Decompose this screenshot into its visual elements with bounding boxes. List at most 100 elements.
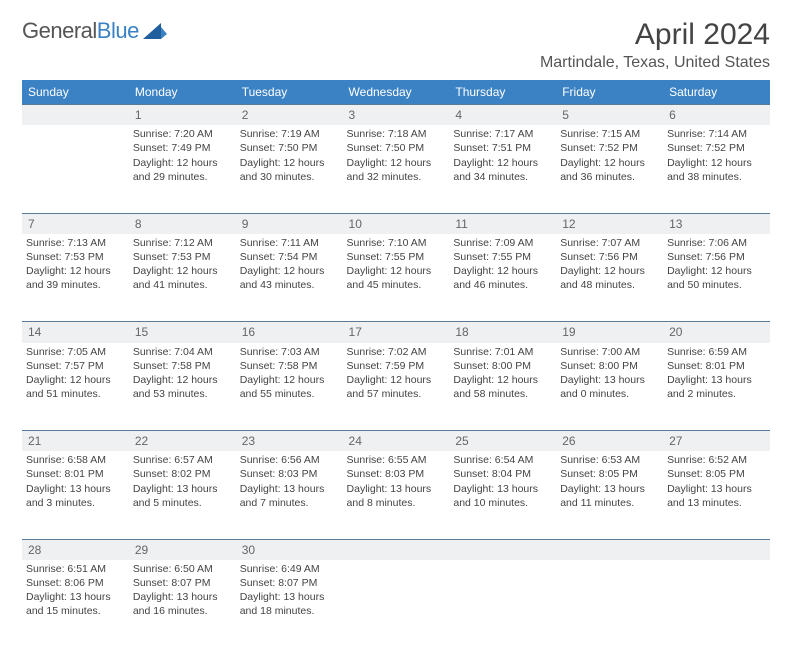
daylight-line: Daylight: 13 hours and 18 minutes. [240,590,339,618]
daylight-line: Daylight: 13 hours and 2 minutes. [667,373,766,401]
daylight-line: Daylight: 12 hours and 30 minutes. [240,156,339,184]
day-cell: Sunrise: 7:03 AMSunset: 7:58 PMDaylight:… [236,343,343,431]
sunrise-line: Sunrise: 6:51 AM [26,562,125,576]
day-number: 3 [343,105,450,126]
day-number: 4 [449,105,556,126]
location: Martindale, Texas, United States [540,54,770,72]
day-number: 20 [663,322,770,343]
day-cell: Sunrise: 7:20 AMSunset: 7:49 PMDaylight:… [129,125,236,213]
sunrise-line: Sunrise: 7:13 AM [26,236,125,250]
day-number: 24 [343,431,450,452]
sunrise-line: Sunrise: 7:00 AM [560,345,659,359]
calendar-head: SundayMondayTuesdayWednesdayThursdayFrid… [22,80,770,105]
sunset-line: Sunset: 7:53 PM [26,250,125,264]
daylight-line: Daylight: 12 hours and 45 minutes. [347,264,446,292]
daylight-line: Daylight: 12 hours and 51 minutes. [26,373,125,401]
sunrise-line: Sunrise: 6:50 AM [133,562,232,576]
daylight-line: Daylight: 13 hours and 8 minutes. [347,482,446,510]
day-cell: Sunrise: 6:51 AMSunset: 8:06 PMDaylight:… [22,560,129,648]
daylight-line: Daylight: 13 hours and 13 minutes. [667,482,766,510]
day-cell: Sunrise: 7:01 AMSunset: 8:00 PMDaylight:… [449,343,556,431]
sunset-line: Sunset: 8:01 PM [26,467,125,481]
day-cell: Sunrise: 7:13 AMSunset: 7:53 PMDaylight:… [22,234,129,322]
day-cell: Sunrise: 7:14 AMSunset: 7:52 PMDaylight:… [663,125,770,213]
day-number: 28 [22,539,129,560]
sunset-line: Sunset: 7:58 PM [240,359,339,373]
logo-triangle-icon [143,23,167,39]
day-number: 5 [556,105,663,126]
day-cell: Sunrise: 6:49 AMSunset: 8:07 PMDaylight:… [236,560,343,648]
daylight-line: Daylight: 13 hours and 0 minutes. [560,373,659,401]
sunrise-line: Sunrise: 7:11 AM [240,236,339,250]
daylight-line: Daylight: 13 hours and 7 minutes. [240,482,339,510]
header: GeneralBlue April 2024 Martindale, Texas… [22,18,770,72]
sunset-line: Sunset: 7:50 PM [347,141,446,155]
logo-part2: Blue [97,18,139,43]
sunrise-line: Sunrise: 6:59 AM [667,345,766,359]
day-number: 13 [663,213,770,234]
day-number: 1 [129,105,236,126]
sunrise-line: Sunrise: 6:57 AM [133,453,232,467]
daylight-line: Daylight: 13 hours and 10 minutes. [453,482,552,510]
daylight-line: Daylight: 12 hours and 41 minutes. [133,264,232,292]
day-cell: Sunrise: 7:10 AMSunset: 7:55 PMDaylight:… [343,234,450,322]
daynum-row: 123456 [22,105,770,126]
sunrise-line: Sunrise: 7:18 AM [347,127,446,141]
day-number: 6 [663,105,770,126]
weekday-header: Tuesday [236,80,343,105]
sunset-line: Sunset: 8:06 PM [26,576,125,590]
weekday-row: SundayMondayTuesdayWednesdayThursdayFrid… [22,80,770,105]
sunset-line: Sunset: 8:02 PM [133,467,232,481]
day-number: 7 [22,213,129,234]
day-number: 22 [129,431,236,452]
day-cell: Sunrise: 7:11 AMSunset: 7:54 PMDaylight:… [236,234,343,322]
sunset-line: Sunset: 7:55 PM [347,250,446,264]
day-number: 2 [236,105,343,126]
day-cell: Sunrise: 7:18 AMSunset: 7:50 PMDaylight:… [343,125,450,213]
day-cell: Sunrise: 7:02 AMSunset: 7:59 PMDaylight:… [343,343,450,431]
day-number: 29 [129,539,236,560]
sunset-line: Sunset: 7:58 PM [133,359,232,373]
daylight-line: Daylight: 12 hours and 46 minutes. [453,264,552,292]
day-cell: Sunrise: 6:53 AMSunset: 8:05 PMDaylight:… [556,451,663,539]
sunrise-line: Sunrise: 7:17 AM [453,127,552,141]
day-number: 27 [663,431,770,452]
weekday-header: Friday [556,80,663,105]
sunset-line: Sunset: 7:54 PM [240,250,339,264]
week-row: Sunrise: 6:51 AMSunset: 8:06 PM Daylight:… [22,560,770,648]
sunset-line: Sunset: 8:05 PM [560,467,659,481]
day-number: 23 [236,431,343,452]
day-number [556,539,663,560]
day-number: 15 [129,322,236,343]
day-cell: Sunrise: 6:55 AMSunset: 8:03 PMDaylight:… [343,451,450,539]
sunset-line: Sunset: 8:00 PM [560,359,659,373]
daylight-line: Daylight: 12 hours and 53 minutes. [133,373,232,401]
day-cell: Sunrise: 7:07 AMSunset: 7:56 PMDaylight:… [556,234,663,322]
day-cell: Sunrise: 6:50 AMSunset: 8:07 PMDaylight:… [129,560,236,648]
day-cell: Sunrise: 7:12 AMSunset: 7:53 PMDaylight:… [129,234,236,322]
daynum-row: 21222324252627 [22,431,770,452]
daylight-line: Daylight: 12 hours and 48 minutes. [560,264,659,292]
sunrise-line: Sunrise: 7:14 AM [667,127,766,141]
daylight-line: Daylight: 12 hours and 32 minutes. [347,156,446,184]
weekday-header: Saturday [663,80,770,105]
day-number [663,539,770,560]
sunrise-line: Sunrise: 6:56 AM [240,453,339,467]
day-cell: Sunrise: 7:05 AMSunset: 7:57 PMDaylight:… [22,343,129,431]
week-row: Sunrise: 7:20 AMSunset: 7:49 PMDaylight:… [22,125,770,213]
day-number: 14 [22,322,129,343]
sunrise-line: Sunrise: 6:52 AM [667,453,766,467]
logo-text: GeneralBlue [22,18,139,44]
daylight-line: Daylight: 12 hours and 34 minutes. [453,156,552,184]
sunrise-line: Sunrise: 6:49 AM [240,562,339,576]
daylight-line: Daylight: 13 hours and 5 minutes. [133,482,232,510]
day-number: 19 [556,322,663,343]
daylight-line: Daylight: 13 hours and 16 minutes. [133,590,232,618]
calendar-table: SundayMondayTuesdayWednesdayThursdayFrid… [22,80,770,648]
daylight-line: Daylight: 12 hours and 39 minutes. [26,264,125,292]
weekday-header: Wednesday [343,80,450,105]
sunrise-line: Sunrise: 7:07 AM [560,236,659,250]
day-cell: Sunrise: 7:17 AMSunset: 7:51 PMDaylight:… [449,125,556,213]
sunset-line: Sunset: 7:56 PM [667,250,766,264]
day-number: 25 [449,431,556,452]
